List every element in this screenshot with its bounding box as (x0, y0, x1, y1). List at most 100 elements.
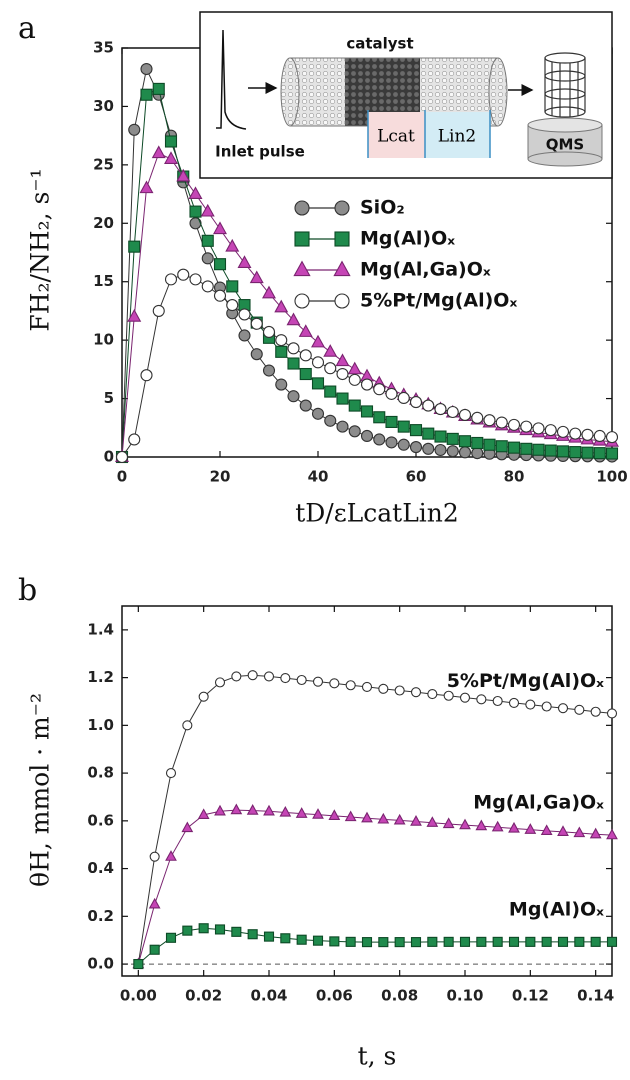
marker (434, 403, 447, 416)
marker (556, 425, 570, 438)
marker (287, 357, 300, 370)
marker (182, 925, 193, 936)
legend-marker (294, 200, 310, 216)
marker (329, 678, 340, 689)
series (133, 670, 618, 970)
marker (311, 356, 325, 369)
legend-marker (294, 293, 310, 309)
legend-entry: Mg(Al)Oₓ (294, 228, 455, 250)
marker (274, 299, 289, 313)
marker (299, 367, 312, 381)
marker (336, 367, 349, 381)
y-tick-label: 15 (93, 272, 114, 290)
marker (544, 444, 557, 457)
marker (476, 694, 487, 705)
inset-label: QMS (546, 136, 584, 154)
y-tick-label: 0 (104, 448, 114, 466)
marker (589, 827, 602, 839)
marker (361, 937, 373, 948)
inset-label: Inlet pulse (215, 143, 305, 161)
marker (581, 446, 594, 459)
marker (311, 407, 325, 420)
marker (336, 392, 349, 405)
marker (434, 443, 447, 457)
legend-label: Mg(Al)Oₓ (360, 228, 455, 250)
marker (250, 317, 263, 330)
legend-marker (334, 231, 350, 247)
marker (263, 931, 275, 942)
marker (152, 82, 165, 95)
marker (377, 812, 390, 824)
marker (213, 289, 227, 302)
marker (569, 446, 582, 459)
marker (323, 344, 338, 357)
marker (348, 425, 361, 438)
x-tick-label: 0.04 (250, 987, 287, 1005)
inset-label: Lin2 (438, 127, 477, 147)
marker (165, 768, 177, 779)
marker (198, 691, 209, 702)
marker (214, 804, 226, 816)
marker (427, 689, 438, 700)
marker (378, 937, 389, 948)
tube-end (280, 57, 300, 127)
marker (128, 240, 141, 253)
marker (394, 937, 405, 948)
marker (471, 447, 484, 460)
inset-schematic: catalyst Inlet pulse Lcat Lin2 QMS (199, 11, 613, 179)
marker (140, 62, 153, 76)
marker (299, 399, 312, 412)
legend-marker (333, 260, 351, 277)
marker (409, 396, 423, 409)
y-tick-label: 5 (104, 389, 114, 407)
x-tick-label: 0.06 (316, 987, 353, 1005)
marker (426, 816, 439, 827)
marker (476, 936, 487, 947)
marker (422, 399, 435, 412)
marker (231, 926, 242, 937)
marker (176, 168, 191, 182)
legend-marker (294, 231, 310, 247)
marker (593, 429, 606, 443)
series-line (137, 809, 613, 965)
marker (182, 720, 193, 731)
legend-marker (334, 200, 350, 216)
marker (230, 803, 243, 815)
marker (312, 676, 324, 687)
marker (246, 804, 259, 815)
marker (214, 677, 226, 688)
legend-entry: Mg(Al,Ga)Oₓ (293, 259, 491, 281)
y-tick-label: 1.4 (87, 620, 114, 638)
legend-entry: 5%Pt/Mg(Al)Oₓ (294, 290, 517, 312)
marker (262, 364, 276, 377)
marker (177, 268, 190, 281)
x-tick-label: 0.08 (381, 987, 418, 1005)
marker (458, 435, 472, 448)
marker (544, 424, 557, 437)
marker (133, 959, 144, 970)
marker (275, 345, 288, 358)
marker (345, 680, 356, 691)
marker (471, 436, 484, 450)
marker (393, 813, 406, 825)
marker (606, 708, 618, 719)
marker (508, 697, 520, 708)
marker (446, 445, 459, 458)
marker (397, 391, 410, 405)
y-tick-label: 30 (93, 97, 114, 115)
marker (286, 312, 301, 326)
series (133, 923, 618, 970)
marker (200, 203, 215, 217)
marker (532, 443, 545, 456)
marker (149, 944, 160, 955)
legend-label: Mg(Al,Ga)Oₓ (360, 259, 491, 281)
marker (189, 217, 202, 230)
marker (128, 123, 141, 136)
y-tick-label: 0.2 (87, 907, 114, 925)
marker (164, 151, 178, 164)
marker (458, 408, 472, 421)
marker (507, 441, 521, 454)
marker (378, 683, 389, 694)
y-tick-label: 20 (93, 214, 114, 232)
